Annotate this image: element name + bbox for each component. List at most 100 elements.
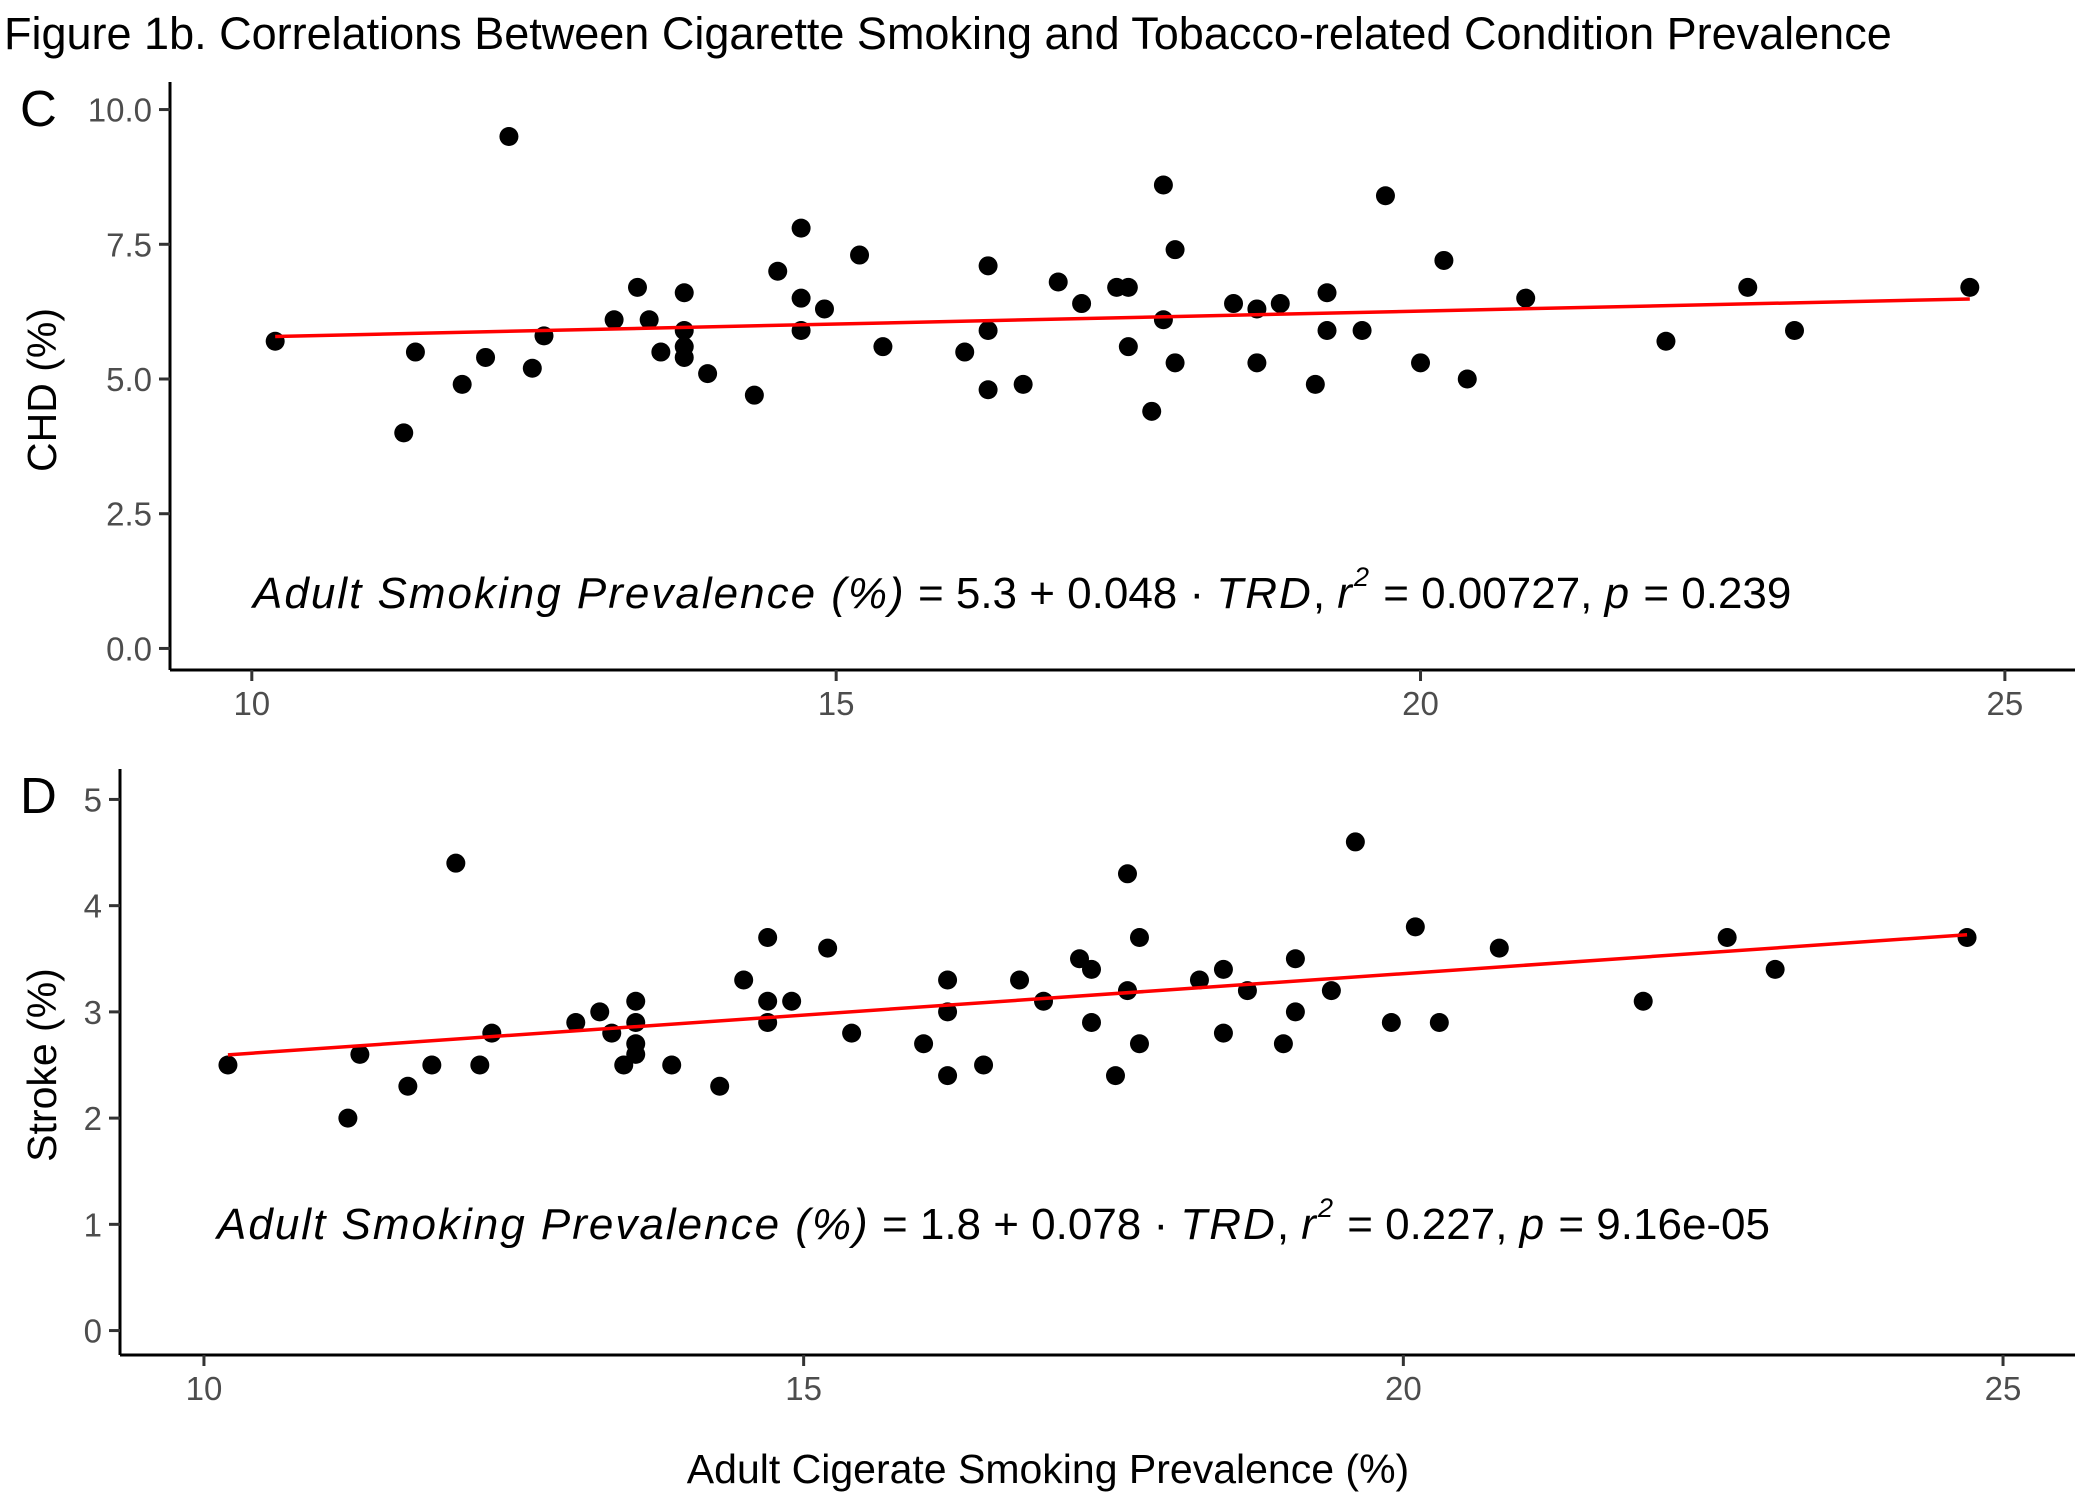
x-axis-title: Adult Cigerate Smoking Prevalence (%)	[687, 1446, 1409, 1492]
data-point	[1153, 175, 1173, 195]
data-point	[604, 310, 624, 330]
data-point	[1165, 240, 1185, 260]
data-point	[873, 337, 893, 357]
equation-var: TRD	[1216, 569, 1312, 618]
regression-line	[227, 932, 1968, 1057]
equation-chd: Adult Smoking Prevalence (%) = 5.3 + 0.0…	[250, 562, 1791, 618]
y-tick-label: 2.5	[106, 496, 152, 533]
data-point	[1285, 949, 1305, 969]
x-tick-label: 10	[233, 685, 270, 722]
data-point	[1434, 250, 1454, 270]
x-tick-label: 25	[1985, 1370, 2022, 1407]
equation-r: r	[1337, 569, 1354, 618]
y-tick-label: 4	[84, 888, 102, 925]
data-point	[842, 1023, 862, 1043]
data-point	[338, 1108, 358, 1128]
data-point	[626, 1013, 646, 1033]
panel-label-c: C	[20, 80, 57, 137]
data-point	[1117, 981, 1137, 1001]
data-point	[1489, 938, 1509, 958]
data-point	[1082, 1013, 1102, 1033]
data-point	[1129, 928, 1149, 948]
data-point	[1105, 1066, 1125, 1086]
data-point	[1381, 1013, 1401, 1033]
data-point	[814, 299, 834, 319]
y-tick-label: 0	[84, 1313, 102, 1350]
fit-layer-chd	[275, 297, 1970, 339]
x-tick-label: 10	[186, 1370, 223, 1407]
y-tick-label: 5	[84, 781, 102, 818]
equation-p-value: = 0.239	[1631, 569, 1791, 618]
data-point	[978, 321, 998, 340]
equation-var: TRD	[1180, 1200, 1276, 1249]
data-point	[1247, 353, 1267, 373]
equation-lhs: Adult Smoking Prevalence (%)	[214, 1200, 870, 1249]
data-point	[1738, 277, 1758, 297]
data-point	[482, 1023, 502, 1043]
regression-line	[275, 297, 1970, 339]
data-point	[566, 1013, 586, 1033]
data-point	[1034, 991, 1054, 1011]
data-point	[1352, 321, 1372, 340]
data-point	[499, 127, 519, 146]
y-axis-title-chd: CHD (%)	[19, 308, 65, 472]
data-point	[394, 423, 414, 443]
equation-r2-value: = 0.00727,	[1371, 569, 1605, 618]
data-point	[768, 261, 788, 281]
data-point	[1345, 832, 1365, 852]
data-point	[938, 1066, 958, 1086]
data-point	[626, 1044, 646, 1064]
y-tick-label: 0.0	[106, 630, 152, 667]
y-axis-title-stroke: Stroke (%)	[19, 968, 65, 1162]
equation-r: r	[1301, 1200, 1318, 1249]
data-point	[674, 283, 694, 303]
data-point	[758, 928, 778, 948]
data-point	[1429, 1013, 1449, 1033]
data-point	[1960, 277, 1980, 297]
equation-r2-prefix: ,	[1313, 569, 1337, 618]
data-point	[422, 1055, 442, 1075]
x-tick-label: 20	[1385, 1370, 1422, 1407]
data-point	[626, 991, 646, 1011]
data-point	[1118, 337, 1138, 357]
y-tick-label: 2	[84, 1100, 102, 1137]
data-point	[1213, 1023, 1233, 1043]
panel-c-chd: C CHD (%) 10 15 20 25 0.0 2.5 5.0 7.5 10.0 Adult…	[19, 80, 2075, 722]
equation-lhs: Adult Smoking Prevalence (%)	[250, 569, 906, 618]
data-point	[1224, 294, 1244, 314]
data-point	[744, 385, 764, 405]
data-point	[1317, 283, 1337, 303]
data-point	[1516, 288, 1536, 308]
data-point	[791, 288, 811, 308]
axes-layer-stroke: 10 15 20 25 0 1 2 3 4 5	[84, 769, 2075, 1407]
data-point	[674, 321, 694, 340]
data-point	[734, 970, 754, 990]
data-point	[978, 380, 998, 400]
equation-sup: 2	[1353, 562, 1371, 592]
data-point	[590, 1002, 610, 1022]
equation-rhs: = 5.3 + 0.048 ·	[906, 569, 1217, 618]
data-point	[1010, 970, 1030, 990]
data-point	[1375, 186, 1395, 206]
data-point	[1118, 277, 1138, 297]
equation-stroke: Adult Smoking Prevalence (%) = 1.8 + 0.0…	[214, 1193, 1770, 1249]
data-point	[639, 310, 659, 330]
equation-sup: 2	[1317, 1193, 1335, 1223]
data-point	[1957, 928, 1977, 948]
y-tick-label: 10.0	[88, 92, 152, 129]
data-point	[1153, 310, 1173, 330]
x-tick-label: 15	[818, 685, 855, 722]
data-point	[1189, 970, 1209, 990]
data-point	[1117, 864, 1137, 884]
data-point	[1656, 331, 1676, 351]
data-point	[1785, 321, 1805, 340]
data-point	[710, 1076, 730, 1096]
points-layer-chd	[265, 127, 1980, 443]
data-point	[218, 1055, 238, 1075]
data-point	[452, 374, 472, 394]
data-point	[446, 853, 466, 873]
data-point	[1273, 1034, 1293, 1054]
x-tick-label: 20	[1402, 685, 1439, 722]
equation-r2-prefix: ,	[1277, 1200, 1301, 1249]
